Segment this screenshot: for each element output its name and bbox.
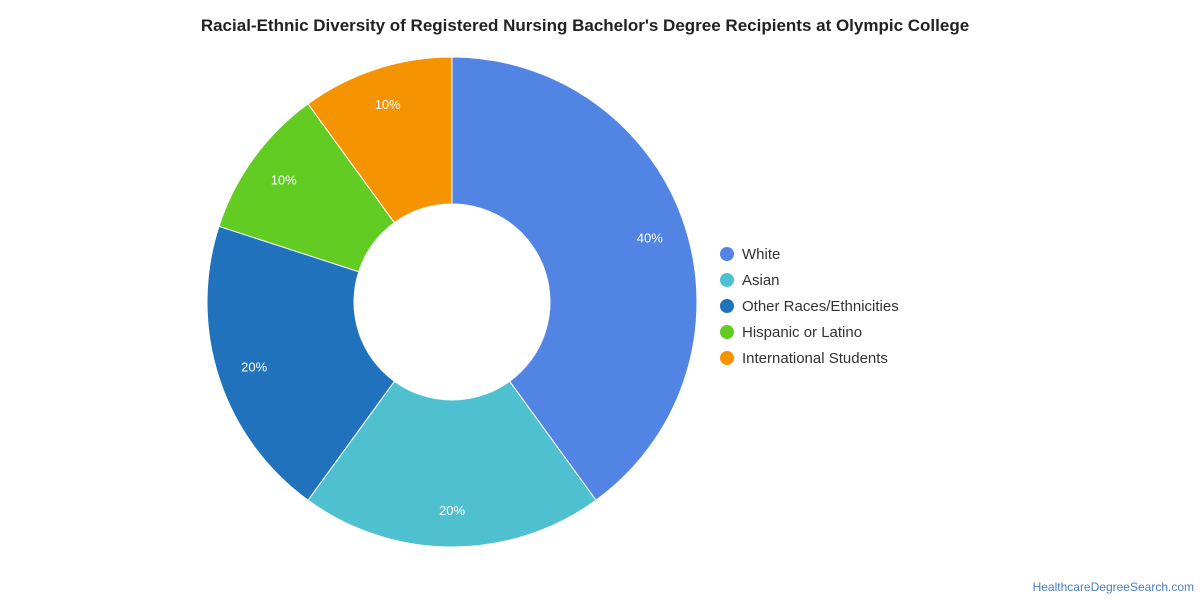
chart-legend: White Asian Other Races/Ethnicities Hispani… [720, 241, 899, 371]
chart-title: Racial-Ethnic Diversity of Registered Nu… [200, 16, 970, 35]
legend-item[interactable]: White [720, 241, 899, 267]
legend-swatch [720, 247, 734, 261]
slice-white[interactable] [451, 56, 698, 501]
slice-international-students[interactable] [307, 56, 453, 224]
slice-other-races-ethnicities[interactable] [206, 225, 396, 501]
legend-swatch [720, 351, 734, 365]
legend-label: Other Races/Ethnicities [742, 297, 899, 315]
slice-label: 20% [241, 359, 267, 374]
legend-item[interactable]: Asian [720, 267, 899, 293]
slice-label: 20% [439, 503, 465, 518]
legend-item[interactable]: Hispanic or Latino [720, 319, 899, 345]
legend-item[interactable]: International Students [720, 345, 899, 371]
legend-item[interactable]: Other Races/Ethnicities [720, 293, 899, 319]
legend-swatch [720, 299, 734, 313]
slice-label: 10% [375, 97, 401, 112]
legend-label: Asian [742, 271, 780, 289]
legend-swatch [720, 273, 734, 287]
slice-asian[interactable] [307, 380, 597, 548]
legend-swatch [720, 325, 734, 339]
legend-label: International Students [742, 349, 888, 367]
source-link[interactable]: HealthcareDegreeSearch.com [1032, 580, 1194, 594]
slice-label: 40% [637, 231, 663, 246]
legend-label: Hispanic or Latino [742, 323, 863, 341]
legend-label: White [742, 245, 781, 263]
slice-label: 10% [271, 173, 297, 188]
